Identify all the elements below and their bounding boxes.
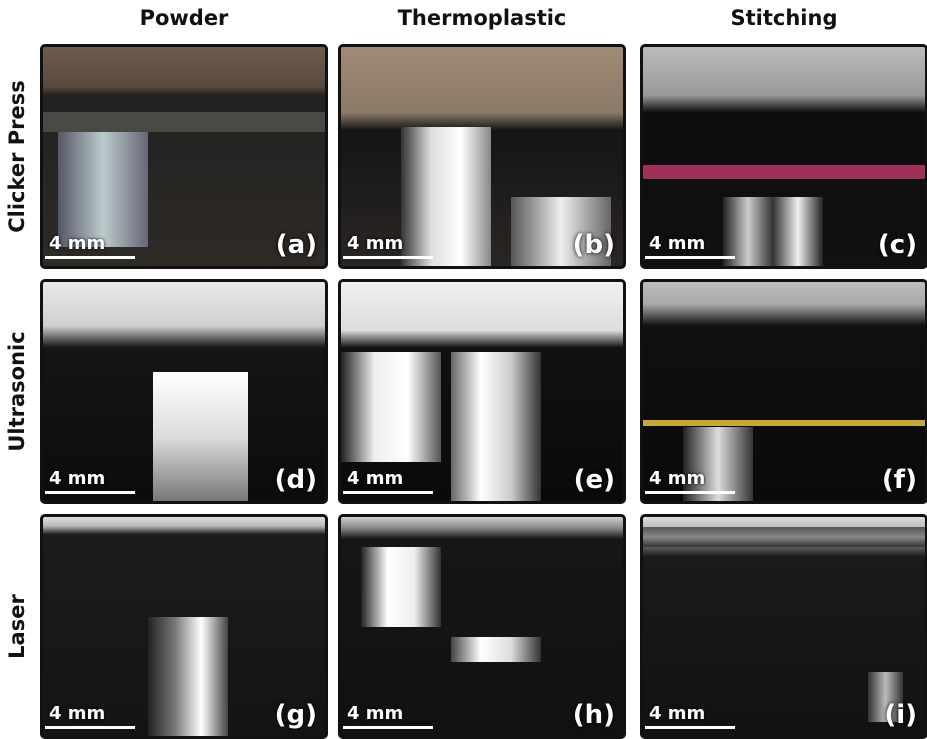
photo-region xyxy=(148,617,228,736)
image-panel: 4 mm (i) xyxy=(640,514,927,739)
column-header: Thermoplastic xyxy=(338,6,626,30)
panel-label: (e) xyxy=(574,465,615,495)
scale-bar xyxy=(645,726,735,729)
scale-label: 4 mm xyxy=(49,468,105,489)
panel-label: (i) xyxy=(884,700,917,730)
scale-label: 4 mm xyxy=(347,233,403,254)
scale-bar xyxy=(645,256,735,259)
image-panel: 4 mm (d) xyxy=(40,279,328,504)
photo-region xyxy=(341,352,441,462)
panel-label: (c) xyxy=(878,230,917,260)
photo-region xyxy=(451,352,541,501)
scale-bar xyxy=(45,256,135,259)
photo-region xyxy=(401,127,491,266)
photo-region xyxy=(643,420,925,426)
photo-region xyxy=(723,197,823,266)
column-header: Stitching xyxy=(640,6,927,30)
scale-bar xyxy=(45,726,135,729)
panel-label: (h) xyxy=(573,700,615,730)
panel-label: (a) xyxy=(276,230,317,260)
image-panel: 4 mm (c) xyxy=(640,44,927,269)
scale-bar xyxy=(343,491,433,494)
panel-label: (b) xyxy=(573,230,615,260)
photo-region xyxy=(643,165,925,179)
scale-label: 4 mm xyxy=(347,703,403,724)
scale-label: 4 mm xyxy=(49,703,105,724)
scale-bar xyxy=(645,491,735,494)
image-panel: 4 mm (f) xyxy=(640,279,927,504)
row-header: Clicker Press xyxy=(0,44,34,269)
photo-region xyxy=(643,527,925,547)
image-panel: 4 mm (g) xyxy=(40,514,328,739)
row-header: Laser xyxy=(0,514,34,739)
panel-label: (g) xyxy=(275,700,317,730)
scale-label: 4 mm xyxy=(649,233,705,254)
panel-label: (d) xyxy=(275,465,317,495)
photo-region xyxy=(361,547,441,627)
photo-region xyxy=(43,112,325,132)
photo-region xyxy=(451,637,541,662)
column-header: Powder xyxy=(40,6,328,30)
photo-region xyxy=(153,372,248,501)
scale-label: 4 mm xyxy=(649,468,705,489)
scale-bar xyxy=(343,726,433,729)
scale-bar xyxy=(343,256,433,259)
panel-label: (f) xyxy=(882,465,917,495)
scale-label: 4 mm xyxy=(649,703,705,724)
image-panel: 4 mm (b) xyxy=(338,44,626,269)
photo-region xyxy=(58,127,148,247)
image-panel: 4 mm (e) xyxy=(338,279,626,504)
photo-region xyxy=(683,427,753,501)
row-header: Ultrasonic xyxy=(0,279,34,504)
image-panel: 4 mm (a) xyxy=(40,44,328,269)
scale-bar xyxy=(45,491,135,494)
scale-label: 4 mm xyxy=(49,233,105,254)
scale-label: 4 mm xyxy=(347,468,403,489)
image-panel: 4 mm (h) xyxy=(338,514,626,739)
figure: {"columns": ["Powder", "Thermoplastic", … xyxy=(0,0,927,739)
